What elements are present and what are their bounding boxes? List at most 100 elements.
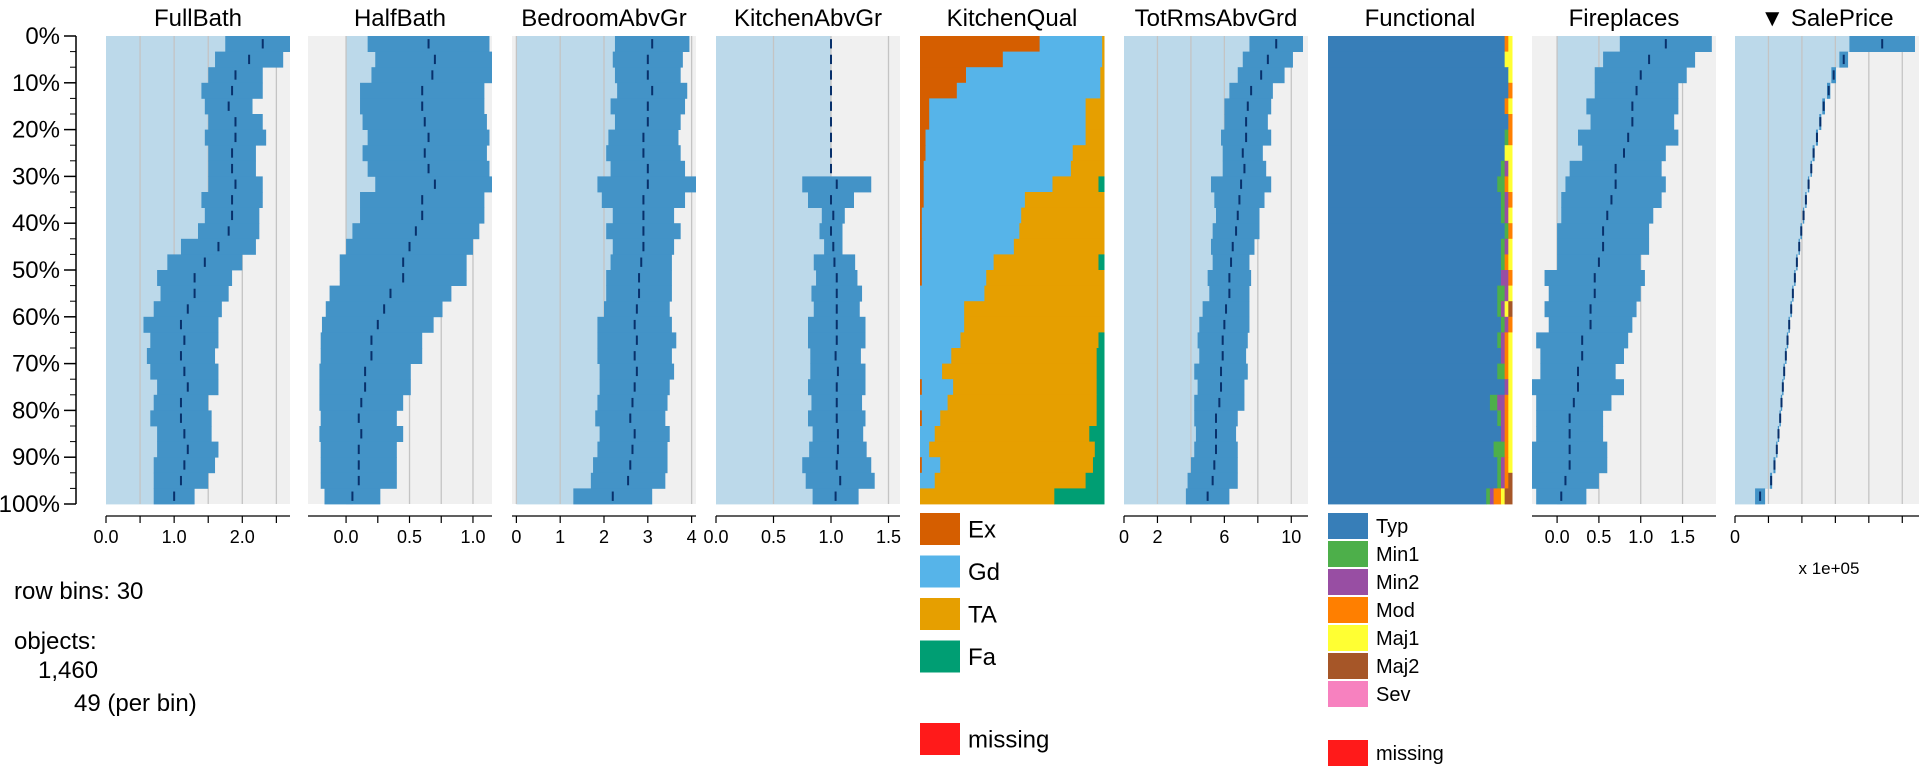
segment-maj1: [1508, 410, 1513, 427]
segment-maj1: [1508, 207, 1513, 224]
mean-area-bin: [716, 316, 838, 333]
mean-area-bin: [1124, 145, 1244, 162]
segment-ex: [920, 207, 923, 224]
segment-ta: [929, 441, 1096, 458]
legend-swatch-min1: [1328, 541, 1368, 567]
segment-gd: [920, 363, 943, 380]
mean-area-bin: [1735, 316, 1790, 333]
legend-label-min1: Min1: [1376, 544, 1419, 566]
mean-area-bin: [1124, 410, 1217, 427]
segment-fa: [1085, 472, 1105, 489]
y-tick-label: 30%: [12, 163, 60, 190]
x-tick-label: 3: [643, 527, 653, 547]
segment-ta: [986, 270, 1105, 286]
mean-area-bin: [1735, 36, 1883, 52]
segment-typ: [1328, 394, 1491, 411]
legend-label-ex: Ex: [968, 517, 996, 544]
legend-label-fa: Fa: [968, 644, 997, 671]
segment-fa: [1094, 441, 1105, 458]
mean-area-bin: [716, 441, 839, 458]
segment-maj1: [1508, 160, 1513, 177]
segment-typ: [1328, 488, 1487, 505]
legend-label-maj1: Maj1: [1376, 628, 1419, 650]
segment-mod: [1504, 363, 1509, 380]
legend-swatch-maj2: [1328, 653, 1368, 679]
segment-mod: [1504, 176, 1509, 193]
segment-gd: [920, 301, 965, 318]
segment-mod: [1508, 223, 1513, 240]
segment-ta: [1100, 67, 1105, 84]
mean-area-bin: [1735, 441, 1778, 458]
segment-mod: [1504, 441, 1509, 458]
mean-area-bin: [1124, 238, 1234, 255]
segment-mod: [1504, 472, 1509, 489]
segment-ta: [953, 379, 1098, 396]
segment-maj1: [1508, 36, 1513, 52]
segment-typ: [1328, 67, 1509, 84]
segment-gd: [929, 98, 1087, 115]
x-tick-label: 0.0: [703, 527, 728, 547]
segment-typ: [1328, 51, 1506, 68]
segment-gd: [1039, 36, 1103, 52]
mean-area-bin: [716, 379, 838, 396]
segment-mod: [1504, 254, 1509, 271]
segment-fa: [1098, 176, 1105, 193]
segment-typ: [1328, 301, 1498, 318]
segment-gd: [920, 394, 949, 411]
segment-typ: [1328, 410, 1498, 427]
segment-min2: [1500, 270, 1509, 286]
segment-ex: [920, 223, 923, 240]
mean-area-bin: [1735, 160, 1812, 177]
segment-min1: [1486, 488, 1491, 505]
segment-typ: [1328, 223, 1506, 240]
segment-gd: [923, 176, 1053, 193]
segment-gd: [920, 441, 930, 458]
panel-title-bedroomabvgr: BedroomAbvGr: [521, 5, 686, 32]
mean-area-bin: [1735, 51, 1845, 68]
mean-area-bin: [1124, 207, 1239, 224]
segment-gd: [921, 207, 1022, 224]
mean-area-bin: [1124, 51, 1269, 68]
segment-maj1: [1508, 441, 1513, 458]
sd-bar-bin: [225, 36, 290, 52]
segment-mod: [1504, 457, 1509, 474]
segment-typ: [1328, 270, 1502, 286]
segment-min1: [1497, 176, 1506, 193]
segment-typ: [1328, 36, 1506, 52]
segment-mod: [1504, 426, 1509, 442]
segment-mod: [1504, 98, 1509, 115]
segment-maj1: [1504, 145, 1513, 162]
segment-ex: [920, 145, 927, 162]
mean-area-bin: [1124, 129, 1247, 146]
segment-mod: [1504, 410, 1509, 427]
segment-mod: [1508, 270, 1513, 286]
segment-min2: [1504, 316, 1509, 333]
y-tick-label: 90%: [12, 444, 60, 471]
legend-label-missing: missing: [1376, 743, 1444, 765]
segment-min1: [1500, 192, 1506, 208]
x-tick-label: 0.0: [93, 527, 118, 547]
legend-swatch-ta: [920, 598, 960, 630]
segment-typ: [1328, 441, 1495, 458]
segment-min2: [1500, 426, 1506, 442]
mean-area-bin: [716, 332, 838, 349]
panel-title-kitchenqual: KitchenQual: [947, 5, 1078, 32]
mean-area-bin: [716, 394, 838, 411]
mean-area-bin: [1735, 394, 1782, 411]
segment-min2: [1504, 192, 1509, 208]
x-tick-label: 0.5: [761, 527, 786, 547]
segment-ta: [1085, 129, 1105, 146]
mean-area-bin: [716, 254, 835, 271]
segment-fa: [1089, 426, 1105, 442]
mean-area-bin: [106, 67, 236, 84]
segment-ex: [920, 238, 923, 255]
x-tick-label: 0.5: [1586, 527, 1611, 547]
mean-area-bin: [106, 36, 264, 52]
mean-area-bin: [1735, 145, 1815, 162]
sd-bar-bin: [597, 176, 696, 193]
segment-ta: [1072, 145, 1105, 162]
mean-area-bin: [1124, 379, 1222, 396]
segment-ta: [1052, 176, 1099, 193]
segment-gd: [923, 192, 1026, 208]
segment-min2: [1489, 488, 1495, 505]
